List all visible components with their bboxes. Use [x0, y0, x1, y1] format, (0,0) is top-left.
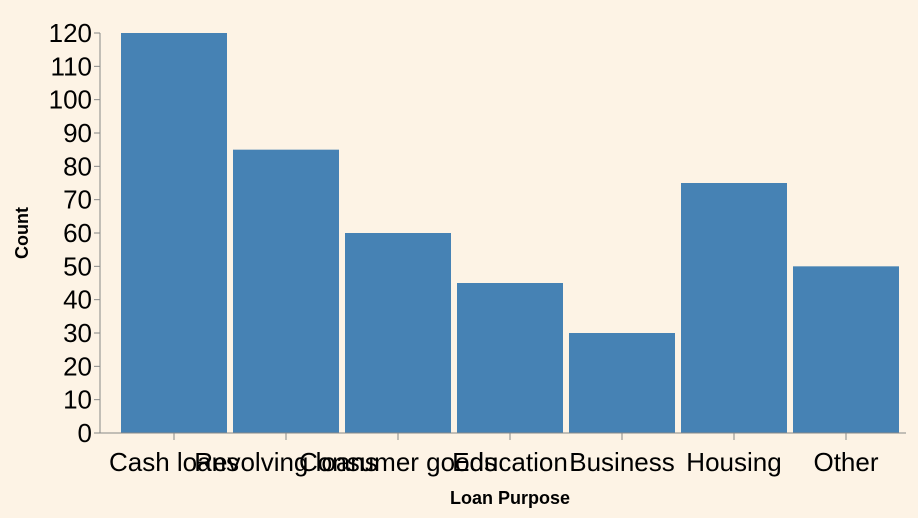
x-tick-label: Other	[813, 447, 878, 477]
y-axis-title: Count	[12, 207, 32, 259]
bar-business	[569, 333, 675, 433]
bar-revolving-loans	[233, 149, 339, 433]
y-tick-label: 60	[63, 218, 92, 248]
x-tick-label: Revolving loans	[194, 447, 378, 477]
x-axis-title: Loan Purpose	[450, 488, 570, 508]
x-tick-label: Cash loans	[109, 447, 239, 477]
bar-cash-loans	[121, 33, 227, 433]
x-tick-label: Education	[452, 447, 568, 477]
y-tick-label: 40	[63, 285, 92, 315]
bar-consumer-goods	[345, 233, 451, 433]
x-tick-label: Housing	[686, 447, 781, 477]
y-tick-label: 30	[63, 318, 92, 348]
y-tick-label: 10	[63, 385, 92, 415]
bars-layer	[121, 33, 899, 433]
bar-housing	[681, 183, 787, 433]
x-tick-label: Consumer goods	[299, 447, 497, 477]
y-tick-label: 70	[63, 185, 92, 215]
x-tick-label: Business	[569, 447, 675, 477]
y-tick-label: 120	[49, 18, 92, 48]
y-tick-label: 20	[63, 351, 92, 381]
y-tick-label: 80	[63, 151, 92, 181]
y-tick-label: 90	[63, 118, 92, 148]
bar-education	[457, 283, 563, 433]
y-tick-label: 100	[49, 85, 92, 115]
y-tick-label: 50	[63, 251, 92, 281]
y-tick-label: 110	[51, 51, 92, 81]
y-tick-label: 0	[78, 418, 92, 448]
bar-other	[793, 266, 899, 433]
